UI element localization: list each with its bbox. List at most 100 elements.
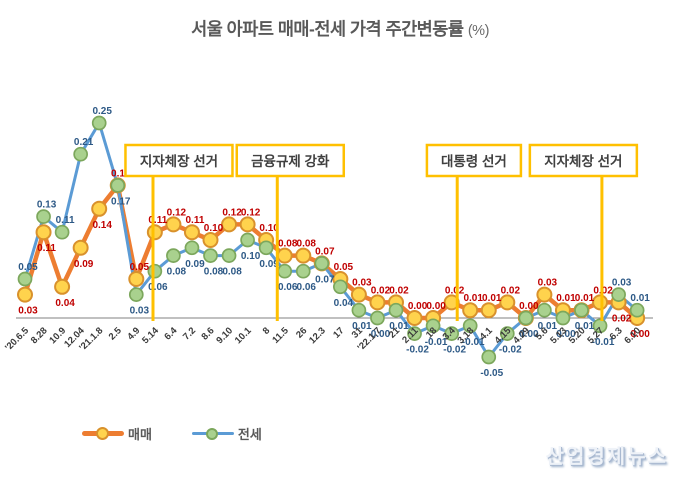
event-label: 대통령 선거 — [441, 154, 507, 169]
label-maemae: 0.02 — [445, 285, 465, 296]
label-jeonse: 0.08 — [167, 267, 187, 278]
label-jeonse: 0.04 — [334, 298, 354, 309]
data-point — [592, 318, 608, 334]
label-maemae: 0.10 — [204, 223, 224, 234]
label-jeonse: 0.06 — [148, 282, 168, 293]
data-point — [166, 248, 181, 263]
event-label: 금융규제 강화 — [251, 153, 330, 169]
data-point — [54, 224, 70, 240]
label-maemae: 0.08 — [278, 239, 298, 250]
x-tick-label: 12.3 — [307, 325, 328, 346]
data-point — [165, 216, 182, 233]
label-maemae: 0.12 — [241, 207, 261, 218]
data-point — [184, 240, 200, 256]
label-jeonse: -0.02 — [499, 345, 522, 356]
label-maemae: 0.03 — [538, 278, 558, 289]
label-jeonse: 0.09 — [259, 259, 279, 270]
label-maemae: 0.00 — [519, 301, 539, 312]
data-point — [518, 310, 534, 326]
label-maemae: 0.00 — [426, 301, 446, 312]
event-box — [528, 143, 639, 178]
data-point — [444, 326, 459, 341]
label-maemae: 0.04 — [55, 298, 75, 309]
series-line-전세 — [23, 121, 639, 359]
data-point — [277, 263, 293, 279]
label-jeonse: 0.08 — [222, 267, 242, 278]
data-point — [239, 216, 256, 233]
event-annotation: 지자체장 선거 — [124, 143, 234, 321]
chart-title-text: 서울 아파트 매매-전세 가격 주간변동률 — [191, 19, 464, 39]
data-point — [183, 224, 200, 241]
data-point — [574, 302, 589, 318]
data-labels: 0.03 0.05 0.11 0.13 0.04 0.11 0.09 0.21 0.14 0.25… — [18, 106, 650, 379]
maemae-series-swatch — [82, 427, 124, 440]
legend-label-jeonse: 전세 — [237, 427, 262, 442]
data-point — [17, 286, 33, 303]
data-point — [202, 232, 219, 248]
label-maemae: 0.11 — [185, 215, 204, 226]
label-maemae: 0.01 — [556, 293, 576, 304]
label-maemae: 0.00 — [630, 329, 650, 340]
data-point — [499, 326, 515, 341]
event-box — [124, 143, 234, 178]
data-point — [388, 302, 404, 318]
chart-title: 서울 아파트 매매-전세 가격 주간변동률 (%) — [0, 16, 680, 41]
label-jeonse: 0.00 — [519, 329, 539, 340]
label-maemae: 0.02 — [389, 285, 409, 296]
x-tick-label: 2.5 — [107, 325, 125, 343]
data-point — [425, 318, 441, 334]
label-jeonse: -0.01 — [592, 337, 615, 348]
label-maemae: 0.01 — [463, 293, 483, 304]
label-jeonse: 0.03 — [612, 278, 632, 289]
label-jeonse: 0.11 — [56, 215, 75, 226]
data-point — [110, 178, 126, 193]
label-maemae: 0.12 — [222, 207, 242, 218]
data-point — [480, 302, 497, 319]
data-point — [128, 287, 144, 302]
label-maemae: 0.12 — [167, 207, 187, 218]
label-jeonse: 0.01 — [538, 321, 558, 332]
label-jeonse: 0.01 — [389, 321, 409, 332]
data-point — [146, 224, 163, 241]
event-box — [425, 143, 523, 178]
x-tick-label: 6.4 — [162, 325, 180, 343]
label-maemae: 0.05 — [130, 262, 150, 273]
label-maemae: 0.01 — [575, 293, 595, 304]
data-point — [295, 247, 312, 264]
label-jeonse: 0.06 — [278, 282, 298, 293]
label-maemae: 0.02 — [501, 285, 521, 296]
data-point — [240, 232, 255, 248]
label-maemae: 0.11 — [37, 243, 56, 254]
data-point — [351, 302, 367, 318]
data-point — [611, 287, 626, 302]
label-maemae: 0.02 — [371, 285, 391, 296]
data-point — [72, 239, 89, 256]
label-jeonse: 0.05 — [18, 262, 38, 273]
x-tick-label: 17 — [331, 325, 346, 340]
label-maemae: 0.05 — [334, 262, 354, 273]
label-jeonse: -0.01 — [425, 337, 448, 348]
data-point — [128, 271, 145, 287]
label-jeonse: 0.07 — [315, 274, 335, 285]
event-label: 지자체장 선거 — [544, 153, 622, 169]
data-point — [147, 263, 163, 279]
label-maemae: 0.03 — [352, 278, 372, 289]
chart-legend: 매매 전세 — [82, 424, 262, 443]
x-tick-label: 7.2 — [181, 325, 198, 342]
x-tick-label: 9.10 — [214, 325, 235, 346]
data-point — [295, 263, 311, 279]
label-maemae: 0.09 — [74, 259, 94, 270]
data-point — [73, 146, 89, 162]
label-jeonse: -0.02 — [443, 345, 466, 356]
label-jeonse: 0.01 — [575, 321, 595, 332]
label-jeonse: 0.09 — [185, 259, 205, 270]
data-point — [462, 318, 478, 334]
data-point — [17, 271, 33, 287]
data-point — [36, 209, 51, 224]
data-point — [537, 302, 552, 318]
label-maemae: 0.00 — [408, 301, 428, 312]
data-point — [221, 248, 237, 263]
data-point — [536, 286, 553, 303]
